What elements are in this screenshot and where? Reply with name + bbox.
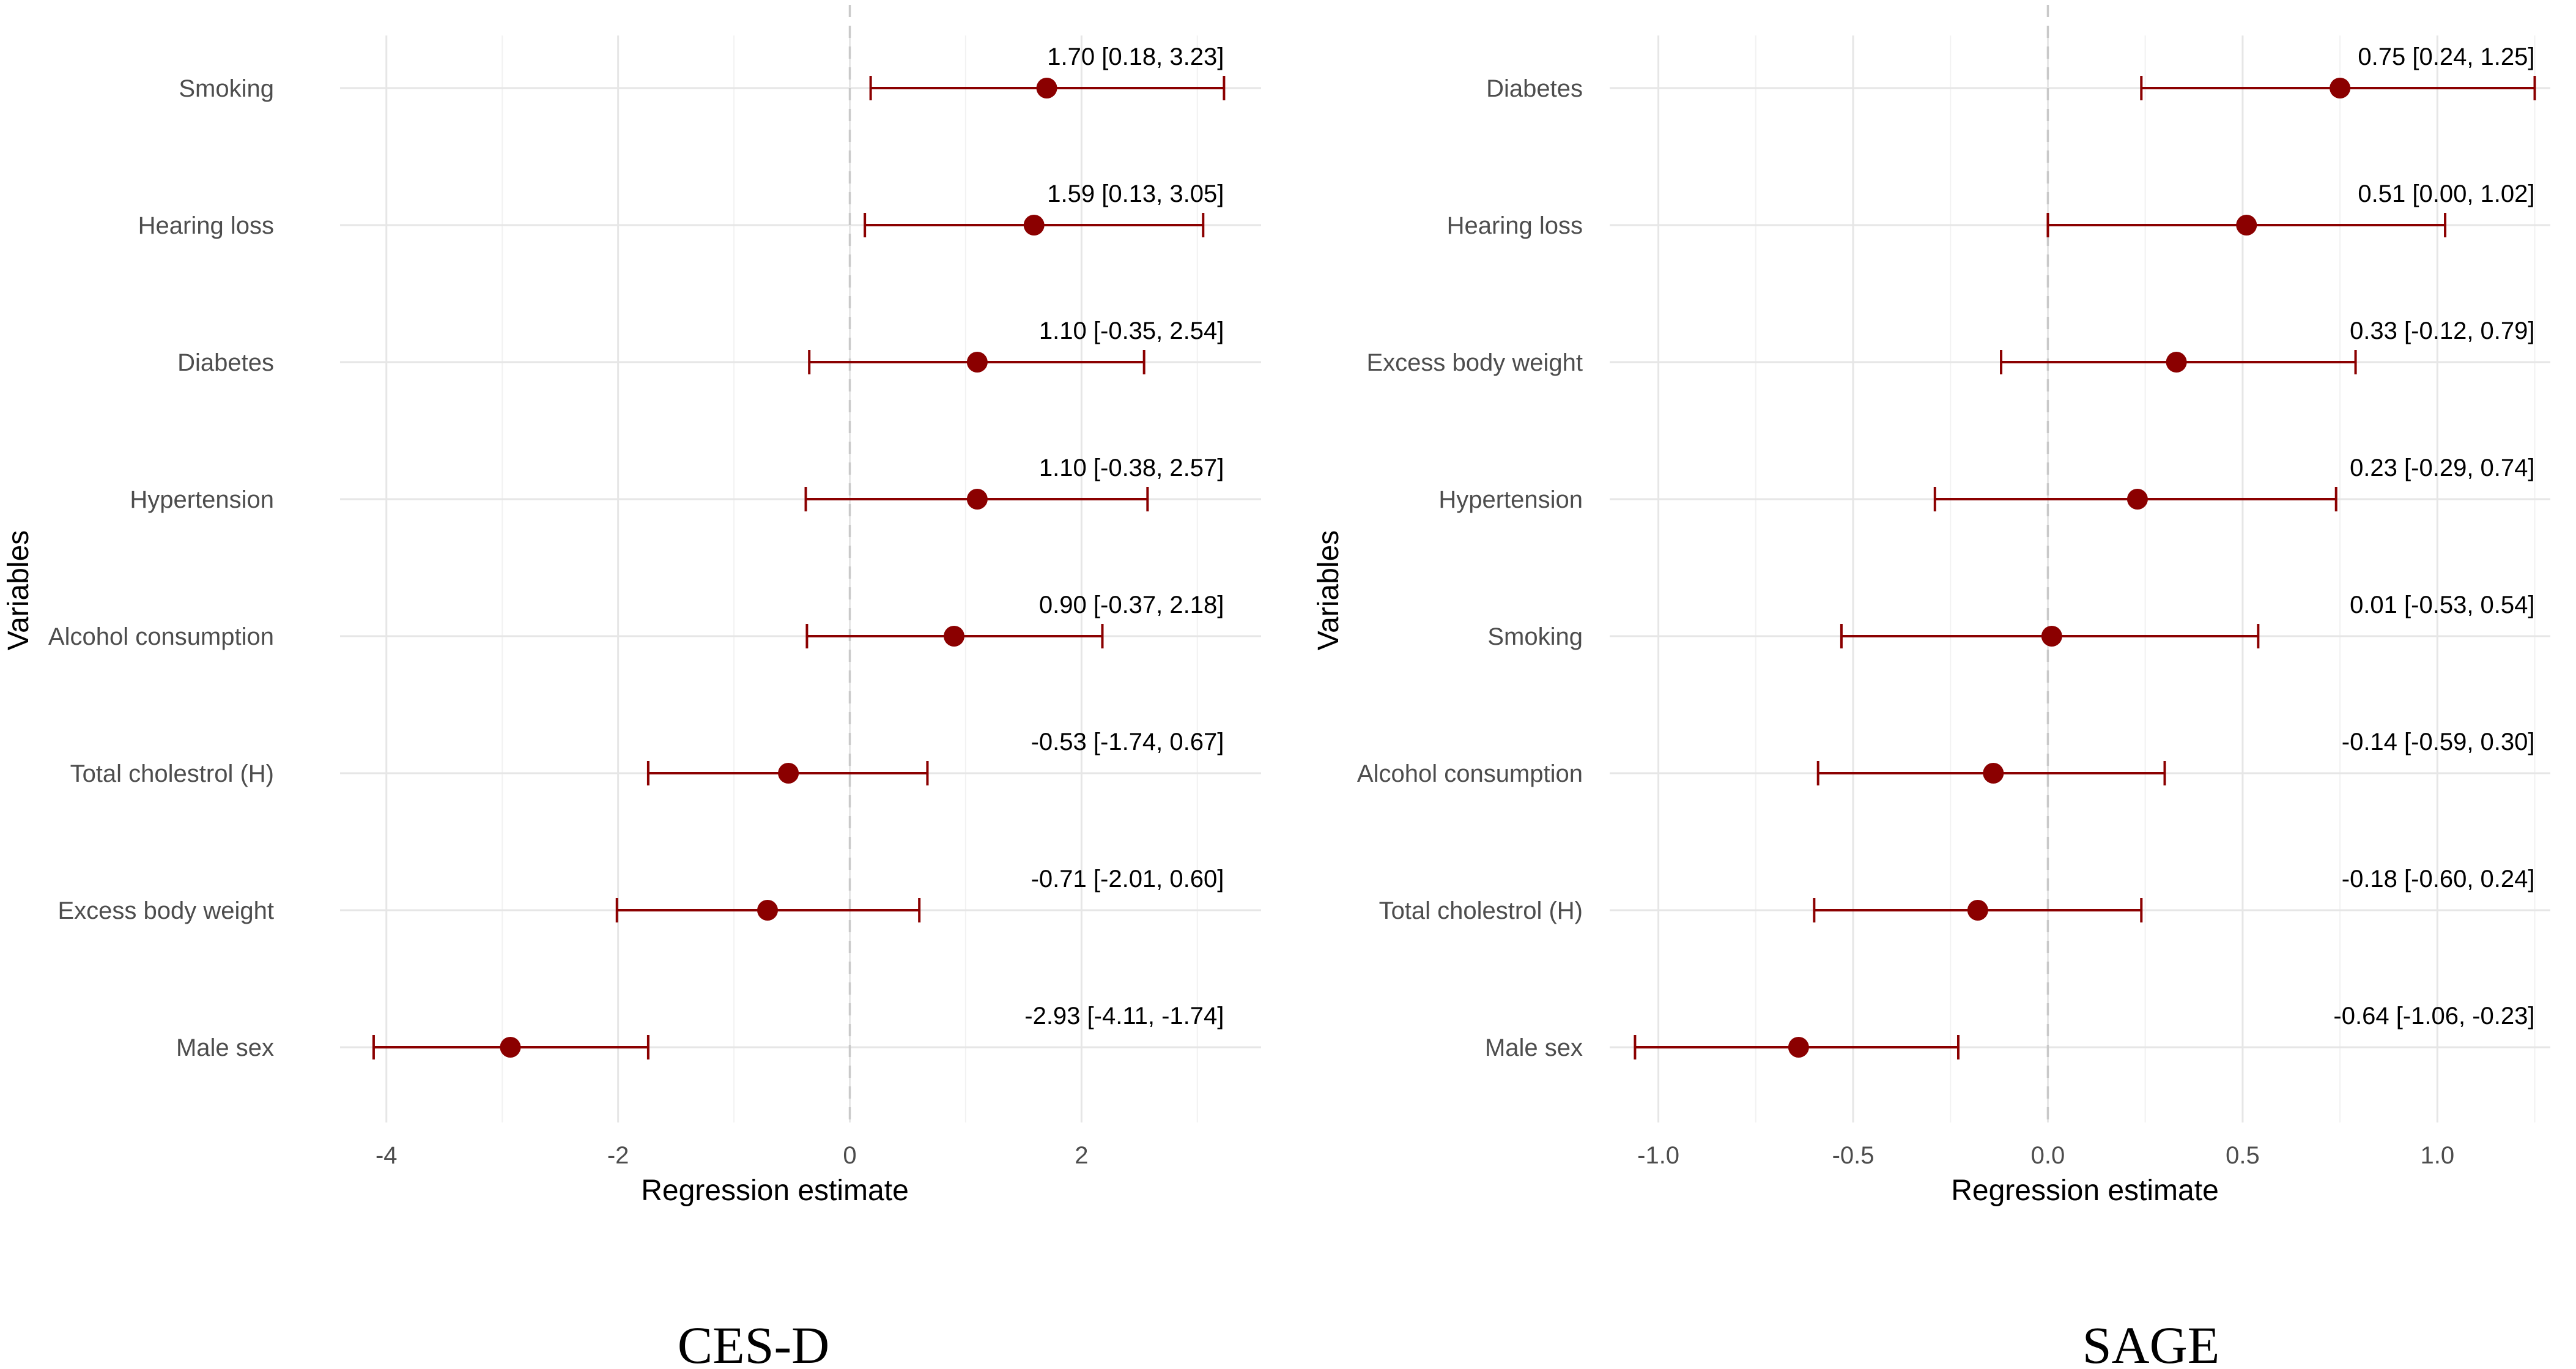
category-label: Hearing loss — [1447, 212, 1583, 239]
forest-row: Hypertension 0.23 [-0.29, 0.74] — [1438, 454, 2534, 513]
estimate-ci-label: 1.59 [0.13, 3.05] — [1047, 180, 1224, 207]
estimate-ci-label: 0.33 [-0.12, 0.79] — [2350, 317, 2534, 344]
category-label: Male sex — [1485, 1034, 1583, 1061]
estimate-ci-label: -0.18 [-0.60, 0.24] — [2342, 866, 2535, 892]
estimate-ci-label: 0.01 [-0.53, 0.54] — [2350, 592, 2534, 618]
forest-row: Smoking 1.70 [0.18, 3.23] — [179, 43, 1226, 102]
estimate-ci-label: 0.51 [0.00, 1.02] — [2358, 180, 2534, 207]
estimate-point — [1967, 900, 1988, 921]
category-label: Total cholestrol (H) — [70, 760, 274, 787]
estimate-point — [966, 489, 988, 510]
estimate-point — [1788, 1037, 1809, 1058]
category-label: Smoking — [179, 75, 274, 102]
x-tick-label: -2 — [607, 1142, 629, 1169]
forest-row: Excess body weight -0.71 [-2.01, 0.60] — [57, 866, 1224, 924]
y-axis-title: Variables — [2, 530, 35, 651]
forest-row: Total cholestrol (H) -0.53 [-1.74, 0.67] — [70, 729, 1224, 787]
category-label: Alcohol consumption — [48, 623, 274, 650]
category-label: Alcohol consumption — [1357, 760, 1583, 787]
forest-row: Male sex -2.93 [-4.11, -1.74] — [176, 1003, 1224, 1061]
estimate-point — [1036, 78, 1057, 98]
estimate-ci-label: 1.10 [-0.35, 2.54] — [1039, 317, 1224, 344]
panel-sage: Diabetes 0.75 [0.24, 1.25] Hearing loss 0.5… — [1312, 5, 2550, 1369]
x-tick-label: 2 — [1075, 1142, 1088, 1169]
x-tick-label: -4 — [376, 1142, 398, 1169]
category-label: Excess body weight — [1366, 349, 1583, 376]
estimate-point — [757, 900, 779, 921]
estimate-ci-label: -0.53 [-1.74, 0.67] — [1031, 729, 1224, 755]
x-tick-label: 0 — [843, 1142, 856, 1169]
x-axis-title: Regression estimate — [1951, 1174, 2219, 1207]
category-label: Diabetes — [177, 349, 274, 376]
forest-row: Excess body weight 0.33 [-0.12, 0.79] — [1366, 317, 2534, 376]
estimate-ci-label: 0.90 [-0.37, 2.18] — [1039, 592, 1224, 618]
forest-row: Smoking 0.01 [-0.53, 0.54] — [1487, 592, 2534, 650]
x-axis-title: Regression estimate — [641, 1174, 909, 1207]
forest-row: Hypertension 1.10 [-0.38, 2.57] — [130, 454, 1224, 513]
category-label: Excess body weight — [57, 897, 274, 924]
x-tick-label: 0.0 — [2031, 1142, 2065, 1169]
estimate-ci-label: -0.71 [-2.01, 0.60] — [1031, 866, 1224, 892]
estimate-point — [966, 352, 988, 373]
estimate-point — [778, 763, 799, 784]
estimate-point — [2126, 489, 2148, 510]
x-tick-label: -1.0 — [1637, 1142, 1679, 1169]
forest-row: Total cholestrol (H) -0.18 [-0.60, 0.24] — [1379, 866, 2535, 924]
category-label: Hypertension — [130, 486, 274, 513]
category-label: Male sex — [176, 1034, 274, 1061]
estimate-ci-label: 0.23 [-0.29, 0.74] — [2350, 454, 2534, 481]
category-label: Smoking — [1487, 623, 1583, 650]
category-label: Hearing loss — [138, 212, 274, 239]
forest-row: Hearing loss 1.59 [0.13, 3.05] — [138, 180, 1224, 239]
forest-row: Diabetes 1.10 [-0.35, 2.54] — [177, 317, 1224, 376]
estimate-point — [2330, 78, 2351, 98]
panel-caption: CES-D — [678, 1316, 829, 1369]
estimate-point — [944, 626, 964, 647]
x-tick-label: 0.5 — [2226, 1142, 2260, 1169]
estimate-ci-label: -0.64 [-1.06, -0.23] — [2333, 1003, 2534, 1030]
estimate-point — [1023, 215, 1045, 236]
estimate-ci-label: -0.14 [-0.59, 0.30] — [2342, 729, 2535, 755]
estimate-point — [500, 1037, 521, 1058]
forest-row: Hearing loss 0.51 [0.00, 1.02] — [1447, 180, 2535, 239]
estimate-point — [2166, 352, 2187, 373]
estimate-ci-label: 1.70 [0.18, 3.23] — [1047, 43, 1224, 70]
estimate-ci-label: 0.75 [0.24, 1.25] — [2358, 43, 2534, 70]
forest-row: Male sex -0.64 [-1.06, -0.23] — [1485, 1003, 2535, 1061]
forest-row: Alcohol consumption 0.90 [-0.37, 2.18] — [48, 592, 1224, 650]
forest-row: Diabetes 0.75 [0.24, 1.25] — [1486, 43, 2536, 102]
category-label: Hypertension — [1438, 486, 1583, 513]
estimate-ci-label: 1.10 [-0.38, 2.57] — [1039, 454, 1224, 481]
estimate-point — [1983, 763, 2004, 784]
y-axis-title: Variables — [1312, 530, 1345, 651]
x-tick-label: 1.0 — [2421, 1142, 2455, 1169]
panel-caption: SAGE — [2082, 1316, 2220, 1369]
estimate-point — [2236, 215, 2257, 236]
x-tick-label: -0.5 — [1832, 1142, 1875, 1169]
category-label: Total cholestrol (H) — [1379, 897, 1583, 924]
forest-row: Alcohol consumption -0.14 [-0.59, 0.30] — [1357, 729, 2535, 787]
estimate-ci-label: -2.93 [-4.11, -1.74] — [1024, 1003, 1224, 1030]
category-label: Diabetes — [1486, 75, 1583, 102]
panel-ces-d: Smoking 1.70 [0.18, 3.23] Hearing loss 1.59… — [2, 5, 1261, 1369]
estimate-point — [2041, 626, 2062, 647]
